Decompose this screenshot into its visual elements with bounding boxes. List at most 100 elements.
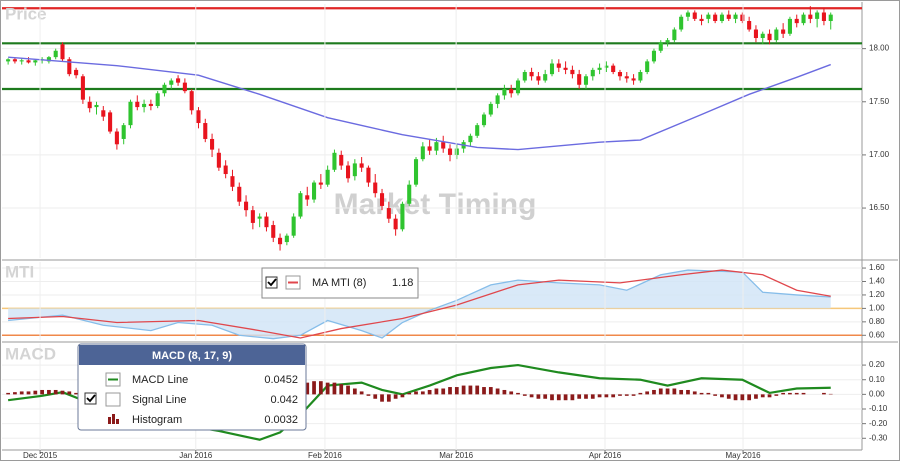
candle-body [753,29,758,39]
line [8,269,831,340]
y-tick-label: 0.20 [869,360,885,369]
histogram-bar [33,390,38,395]
histogram-bar [414,391,418,395]
candle-body [679,16,684,30]
candle-body [475,125,480,136]
histogram-bar [488,387,493,395]
candle-body [427,146,432,151]
swatch-box [105,392,121,407]
candle-body [210,138,215,150]
histogram-bar [706,392,711,395]
checkbox[interactable] [84,392,97,405]
macd-legend: MACD (8, 17, 9) MACD Line 0.0452 Signal … [77,343,307,431]
y-tick-label: 16.50 [869,203,890,212]
histogram-bar [577,394,582,399]
line [8,269,831,339]
histogram-bar [441,388,446,395]
candle-body [203,123,208,139]
check [86,394,96,403]
candle-body [495,95,500,104]
x-tick-label: Dec 2015 [23,451,58,460]
candle-body [665,40,670,43]
histogram-bar [312,381,316,395]
histogram-bar [665,388,670,395]
candle-body [502,89,507,96]
legend-value: 0.042 [270,394,298,406]
candle-body [400,203,405,230]
legend-label: Histogram [132,414,182,426]
histogram-bar [516,392,520,395]
candle-body [379,193,385,206]
legend-label: MACD Line [132,374,188,386]
y-tick-label: 1.00 [869,304,885,313]
candle-body [12,59,17,62]
histogram-bar [590,394,595,399]
histogram-bar [53,389,58,395]
histogram-bar [733,394,738,401]
candle-body [101,110,106,117]
candle-body [760,33,765,39]
y-tick-label: 17.00 [869,150,890,159]
y-tick-label: -0.10 [869,404,888,413]
checkbox[interactable] [265,276,278,289]
histogram-bar [47,389,51,395]
candle-body [230,176,235,187]
candle-body [74,69,79,76]
candle-body [318,182,323,185]
histogram-bar [67,391,72,395]
candle-body [155,93,160,107]
candle-body [815,12,820,19]
candle-body [176,78,181,83]
y-tick-label: 1.20 [869,290,885,299]
histogram-bar [448,387,452,395]
histogram-bar [658,388,663,395]
candle-body [53,50,58,58]
panel-title: MACD [5,344,56,363]
y-tick-label: 0.00 [869,389,885,398]
histogram-bar [563,394,568,401]
candle-body [468,135,473,143]
y-tick-label: 0.60 [869,330,885,339]
histogram-bar [386,394,391,402]
histogram-bar [788,392,792,395]
candle-body [617,72,623,77]
legend-value: 0.0032 [264,414,298,426]
candle-body [60,44,65,60]
candle-body [454,148,459,155]
candle-body [148,103,153,107]
candle-body [19,60,24,62]
candle-body [33,60,38,63]
histogram-bar [332,382,337,395]
candle-body [570,69,575,75]
candle-body [651,50,657,62]
histogram-bar [522,394,527,396]
histogram-bar [359,391,364,395]
legend-swatch [108,414,119,424]
histogram-bar [556,394,561,401]
candle-body [481,114,487,126]
y-tick-label: 17.50 [869,97,890,106]
histogram-bar [468,385,473,395]
candle-body [515,80,521,94]
candle-body [94,104,99,108]
candle-body [257,216,262,219]
candle-body [767,33,772,41]
candle-body [142,103,147,108]
histogram-bar [509,391,514,395]
histogram-bar [26,391,31,395]
candle-body [787,18,792,34]
candle-body [597,67,602,70]
histogram-bar [720,394,724,398]
candle-body [658,42,663,51]
histogram-bar [740,394,745,401]
histogram-bar [529,394,534,398]
histogram-bar [325,382,330,395]
candle-body [298,193,303,217]
candle-body [162,84,167,94]
histogram-bar [366,394,371,396]
histogram-bar [6,392,10,395]
candle-body [386,208,391,219]
histogram-bar [454,387,459,395]
histogram-bar [318,381,323,395]
candle-body [645,61,650,73]
